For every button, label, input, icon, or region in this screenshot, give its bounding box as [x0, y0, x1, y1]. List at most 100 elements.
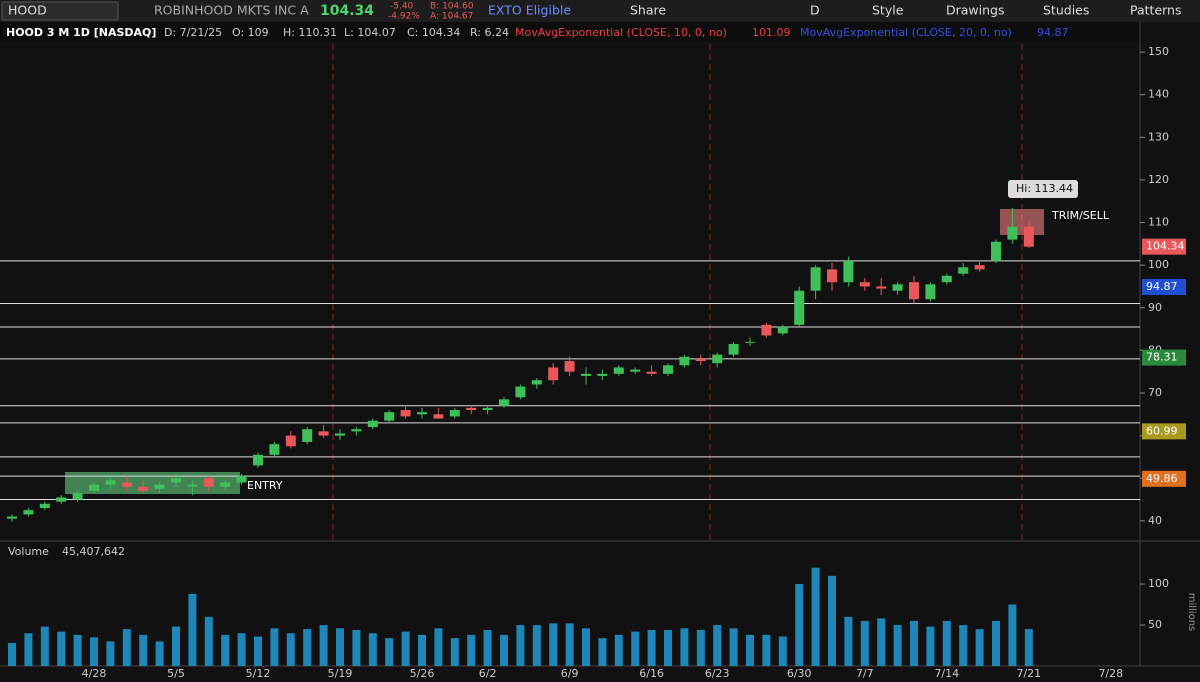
- candle-body: [417, 412, 427, 415]
- header-close: C: 104.34: [407, 26, 460, 39]
- candle-body: [794, 290, 805, 325]
- volume-bar: [860, 620, 869, 666]
- price-label-box: [1142, 238, 1186, 255]
- toolbar-button[interactable]: D: [810, 3, 820, 18]
- volume-bar: [467, 634, 476, 666]
- trim-zone: [1000, 209, 1044, 235]
- volume-bar: [319, 625, 328, 666]
- candle-body: [695, 358, 706, 362]
- volume-bar: [352, 629, 361, 666]
- candle-body: [548, 367, 559, 381]
- price-label: 49.86: [1146, 472, 1178, 485]
- exto[interactable]: EXTO Eligible: [488, 3, 571, 18]
- annotation: Hi: 113.44: [1016, 182, 1073, 195]
- x-tick-label: 7/28: [1098, 667, 1123, 680]
- toolbar-button[interactable]: Share: [630, 3, 666, 18]
- ask: A: 104.67: [430, 12, 473, 22]
- candle-body: [564, 361, 575, 372]
- volume-bar: [500, 634, 508, 666]
- toolbar: [0, 0, 1200, 22]
- change-pct: -4.92%: [388, 12, 420, 22]
- candle-body: [400, 410, 411, 417]
- ema20-label: MovAvgExponential (CLOSE, 20, 0, no): [800, 26, 1012, 39]
- candle-body: [859, 282, 870, 287]
- x-tick-label: 6/9: [561, 667, 579, 680]
- candle-body: [646, 371, 657, 374]
- candle-body: [941, 275, 952, 283]
- volume-bar: [910, 620, 918, 666]
- candle-body: [56, 497, 67, 502]
- candle-body: [269, 444, 280, 455]
- volume-bar: [418, 634, 426, 666]
- candle-body: [466, 407, 477, 411]
- y-tick-label: 50: [1148, 618, 1162, 631]
- volume-bar: [926, 626, 935, 666]
- header-symbol: HOOD 3 M 1D [NASDAQ]: [6, 26, 156, 39]
- y-tick-label: 110: [1148, 216, 1169, 229]
- header-open: O: 109: [232, 26, 269, 39]
- candle-body: [876, 286, 887, 289]
- volume-bar: [237, 633, 246, 666]
- candle-body: [974, 265, 985, 270]
- price-label: 78.31: [1146, 351, 1178, 364]
- candle-body: [958, 267, 969, 274]
- x-tick-label: 5/26: [410, 667, 435, 680]
- candle-body: [925, 284, 936, 300]
- candle-body: [827, 269, 837, 283]
- volume-bar: [336, 628, 344, 666]
- candle-body: [761, 324, 772, 336]
- volume-bar: [40, 626, 49, 666]
- volume-bar: [204, 616, 213, 666]
- volume-bar: [746, 634, 754, 666]
- volume-bar: [893, 625, 902, 666]
- candle-body: [318, 431, 329, 436]
- candle-body: [745, 341, 755, 343]
- candle-body: [285, 435, 296, 447]
- candle-body: [171, 478, 181, 483]
- toolbar-button[interactable]: Drawings: [946, 3, 1005, 18]
- candle-body: [728, 343, 739, 355]
- volume-bar: [959, 625, 968, 666]
- header-bar: [0, 22, 1140, 42]
- x-tick-label: 4/28: [82, 667, 107, 680]
- ema10-value: 101.09: [752, 26, 791, 39]
- volume-bar: [795, 584, 804, 666]
- volume-bar: [992, 620, 1000, 666]
- toolbar-button[interactable]: Studies: [1043, 3, 1089, 18]
- volume-bar: [664, 629, 672, 666]
- symbol-box[interactable]: [1, 1, 119, 21]
- volume-bar: [401, 631, 410, 666]
- candle-body: [515, 386, 526, 398]
- volume-bar: [582, 628, 590, 666]
- y-tick-label: 100: [1148, 577, 1169, 590]
- price-label-box: [1142, 423, 1186, 440]
- ema20-value: 94.87: [1037, 26, 1069, 39]
- candle-body: [203, 478, 214, 487]
- annotation-box: [1008, 180, 1078, 198]
- candle-body: [302, 429, 313, 442]
- candle-body: [23, 510, 34, 515]
- volume-bar: [828, 575, 836, 666]
- volume-bar: [549, 623, 558, 666]
- volume-bar: [975, 629, 984, 666]
- volume-bar: [778, 636, 787, 666]
- candle-body: [105, 480, 116, 485]
- y-tick-label: 140: [1148, 88, 1169, 101]
- volume-bar: [598, 638, 607, 666]
- header-low: L: 104.07: [344, 26, 396, 39]
- volume-bar: [434, 628, 443, 666]
- volume-bar: [713, 625, 722, 666]
- y-tick-label: 70: [1148, 386, 1162, 399]
- volume-bar: [450, 638, 459, 666]
- price-label-box: [1142, 279, 1186, 296]
- toolbar-button[interactable]: Style: [872, 3, 904, 18]
- header-high: H: 110.31: [283, 26, 337, 39]
- candle-body: [499, 399, 509, 406]
- volume-bar: [188, 593, 197, 666]
- toolbar-button[interactable]: Patterns: [1130, 3, 1181, 18]
- x-tick-label: 5/5: [167, 667, 185, 680]
- symbol[interactable]: HOOD: [8, 3, 47, 18]
- last-price: 104.34: [320, 3, 374, 19]
- candle-body: [712, 354, 723, 364]
